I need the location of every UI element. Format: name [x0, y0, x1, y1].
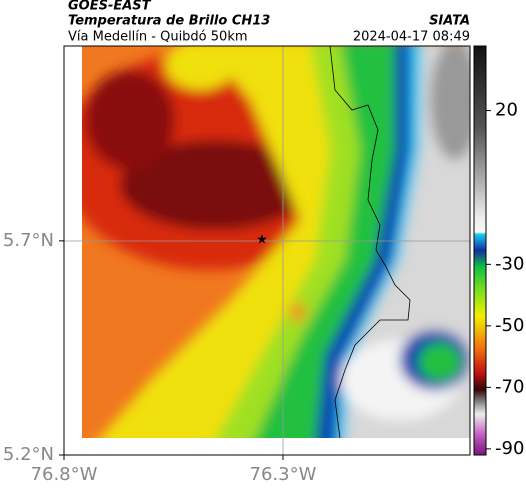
colorbar	[473, 45, 487, 456]
product: Temperatura de Brillo CH13	[68, 14, 270, 29]
lon-tick-label: 76.3°W	[250, 464, 317, 485]
colorbar-tick-label: -90	[495, 438, 524, 459]
satellite-image	[82, 46, 470, 438]
lat-tick-label: 5.7°N	[3, 230, 54, 251]
lat-tick-label: 5.2°N	[3, 444, 54, 465]
colorbar-tick-label: -70	[495, 376, 524, 397]
region: Vía Medellín - Quibdó 50km	[68, 30, 248, 45]
agency: SIATA	[429, 14, 470, 29]
timestamp: 2024-04-17 08:49	[353, 30, 470, 45]
colorbar-tick-label: -50	[495, 315, 524, 336]
map-frame	[63, 45, 471, 456]
location-marker: ★	[256, 233, 268, 248]
lon-tick-label: 76.8°W	[31, 464, 98, 485]
colorbar-tick-label: 20	[495, 100, 518, 121]
colorbar-tick-label: -30	[495, 253, 524, 274]
source: GOES-EAST	[68, 0, 152, 14]
